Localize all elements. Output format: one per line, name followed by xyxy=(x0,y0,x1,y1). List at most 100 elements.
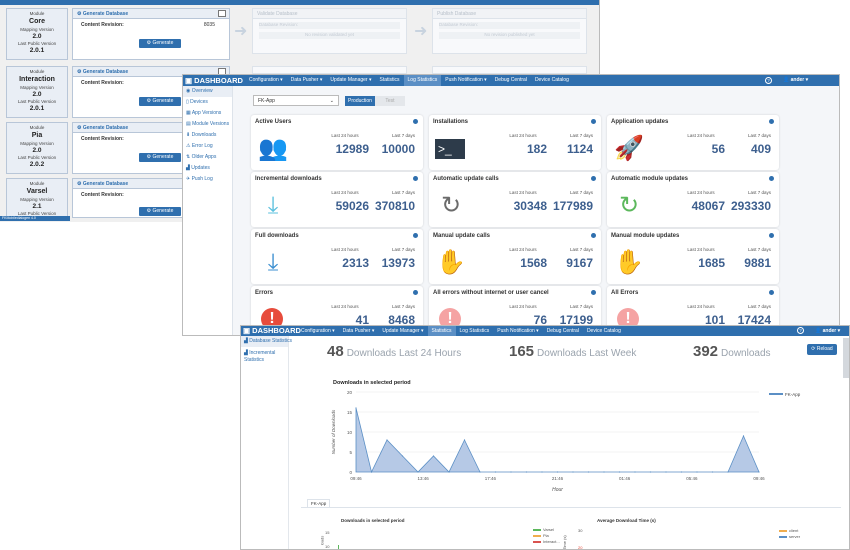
info-icon[interactable] xyxy=(769,290,774,295)
value-7-days: 17199 xyxy=(559,313,593,327)
error-icon: ! xyxy=(261,308,283,330)
sidebar-item-push-log[interactable]: ✈ Push Log xyxy=(186,176,213,182)
nav-item[interactable]: Push Notification ▾ xyxy=(497,328,539,334)
legend-label[interactable]: FK-App xyxy=(785,392,801,397)
stat-card: Active Users 👥 Last 24 hours Last 7 days 129… xyxy=(251,115,423,170)
info-icon[interactable] xyxy=(413,290,418,295)
value-24-hours: 1568 xyxy=(520,256,547,270)
database-icon[interactable] xyxy=(218,10,226,17)
data-point xyxy=(711,471,714,473)
value-24-hours: 12989 xyxy=(335,142,369,156)
sidebar-item-error-log[interactable]: ⚠ Error Log xyxy=(186,143,213,149)
info-icon[interactable] xyxy=(413,176,418,181)
nav-item[interactable]: Debug Central xyxy=(546,328,579,334)
dashboard-brand[interactable]: ▣ DASHBOARD xyxy=(243,326,301,335)
sidebar-item-updates[interactable]: ▟ Updates xyxy=(186,165,210,171)
stat-last-24-hours: 48 Downloads Last 24 Hours xyxy=(327,343,462,360)
x-axis-label: Hour xyxy=(552,487,563,493)
app-select[interactable]: FK-App ⌄ xyxy=(253,95,339,106)
last-24-hours-label: Last 24 hours xyxy=(509,304,537,309)
generate-button[interactable]: ⚙ Generate xyxy=(139,39,181,48)
card-title: All errors without internet or user canc… xyxy=(433,290,549,296)
generate-button[interactable]: ⚙ Generate xyxy=(139,153,181,162)
error-icon: ⚠ xyxy=(186,143,192,149)
card-title: Errors xyxy=(255,290,274,296)
info-icon[interactable] xyxy=(591,119,596,124)
nav-item[interactable]: Update Manager ▾ xyxy=(382,328,424,334)
info-icon[interactable] xyxy=(591,290,596,295)
gear-icon: ⚙ xyxy=(146,208,153,214)
public-version-label: Last Public Version xyxy=(17,41,57,47)
help-icon[interactable]: ? xyxy=(765,77,772,84)
production-toggle[interactable]: Production xyxy=(345,96,375,106)
sidebar-item-app-versions[interactable]: ▦ App Versions xyxy=(186,110,222,116)
nav-item[interactable]: Push Notification ▾ xyxy=(445,77,487,83)
sidebar-item-incremental-statistics[interactable]: ▟ Incremental Statistics xyxy=(244,350,276,363)
sidebar: ◉ Overview ▯ Devices ▦ App Versions ▤ Modul… xyxy=(183,86,233,335)
nav-item[interactable]: Device Catalog xyxy=(586,328,621,334)
data-point xyxy=(634,471,636,473)
nav-item[interactable]: Device Catalog xyxy=(534,77,569,83)
nav-item[interactable]: Configuration ▾ xyxy=(301,328,335,334)
value-24-hours: 30348 xyxy=(513,199,547,213)
mapping-version: 2.0 xyxy=(32,146,42,154)
nav-item[interactable]: Statistics xyxy=(427,326,456,336)
sidebar-item-downloads[interactable]: ⬇ Downloads xyxy=(186,132,217,138)
gear-icon: ⚙ xyxy=(146,154,153,160)
value-24-hours: 48067 xyxy=(691,199,725,213)
generate-database-panel: ⚙ Generate Database Content Revision: 8035… xyxy=(72,8,230,60)
generate-button[interactable]: ⚙ Generate xyxy=(139,207,181,216)
chart-title: Downloads in selected period xyxy=(333,380,411,386)
navbar: ▣ DASHBOARD Configuration ▾ Data Pusher ▾… xyxy=(183,75,839,86)
sidebar-item-database-statistics[interactable]: ▟ Database Statistics xyxy=(241,336,292,347)
user-menu[interactable]: 👤 ander ▾ xyxy=(783,77,809,83)
info-icon[interactable] xyxy=(413,119,418,124)
navbar: ▣ DASHBOARD Configuration ▾ Data Pusher ▾… xyxy=(241,326,849,336)
tab-fk-app[interactable]: FK-App xyxy=(307,499,331,507)
nav-item[interactable]: Log Statistics xyxy=(459,328,490,334)
last-7-days-label: Last 7 days xyxy=(391,190,415,195)
test-toggle[interactable]: Test xyxy=(375,96,405,106)
dashboard-icon: ▣ xyxy=(243,326,253,335)
module-icon: ▤ xyxy=(186,121,193,127)
nav-item[interactable]: Log Statistics xyxy=(403,75,442,86)
app-icon: ▦ xyxy=(186,110,192,116)
info-icon[interactable] xyxy=(413,233,418,238)
reload-button[interactable]: ⟳ Reload xyxy=(807,344,837,355)
info-icon[interactable] xyxy=(769,233,774,238)
sidebar-item-older-apps[interactable]: ⇅ Older Apps xyxy=(186,154,217,160)
info-icon[interactable] xyxy=(591,233,596,238)
legend-item: Interact... xyxy=(533,539,560,544)
info-icon[interactable] xyxy=(769,119,774,124)
info-icon[interactable] xyxy=(591,176,596,181)
nav-item[interactable]: Data Pusher ▾ xyxy=(342,328,375,334)
nav-item[interactable]: Update Manager ▾ xyxy=(330,77,372,83)
data-point xyxy=(572,471,574,473)
help-icon[interactable]: ? xyxy=(797,327,804,334)
data-point xyxy=(370,471,373,473)
last-7-days-label: Last 7 days xyxy=(747,190,771,195)
data-point xyxy=(479,471,481,473)
info-icon[interactable] xyxy=(769,176,774,181)
sub-chart-tick: 30 xyxy=(578,528,583,533)
dashboard-brand[interactable]: ▣ DASHBOARD xyxy=(185,76,243,85)
sidebar-item-devices[interactable]: ▯ Devices xyxy=(186,99,208,105)
value-7-days: 409 xyxy=(750,142,771,156)
scrollbar[interactable] xyxy=(843,338,849,378)
nav-item[interactable]: Configuration ▾ xyxy=(249,77,283,83)
data-point xyxy=(401,455,404,457)
value-24-hours: 182 xyxy=(526,142,547,156)
user-menu[interactable]: 👤 ander ▾ xyxy=(815,328,841,334)
hand-icon: ✋ xyxy=(614,249,644,276)
nav-item[interactable]: Data Pusher ▾ xyxy=(290,77,323,83)
generate-database-title: ⚙ Generate Database xyxy=(73,9,229,19)
refresh-icon: ↻ xyxy=(440,192,462,219)
nav-item[interactable]: Debug Central xyxy=(494,77,527,83)
sidebar-item-module-versions[interactable]: ▤ Module Versions xyxy=(186,121,230,127)
value-7-days: 293330 xyxy=(730,199,771,213)
sidebar-item-overview[interactable]: ◉ Overview xyxy=(183,86,232,97)
public-version: 2.0.2 xyxy=(29,161,45,169)
content-revision-value: 8035 xyxy=(203,22,215,28)
generate-button[interactable]: ⚙ Generate xyxy=(139,97,181,106)
nav-item[interactable]: Statistics xyxy=(379,77,400,83)
